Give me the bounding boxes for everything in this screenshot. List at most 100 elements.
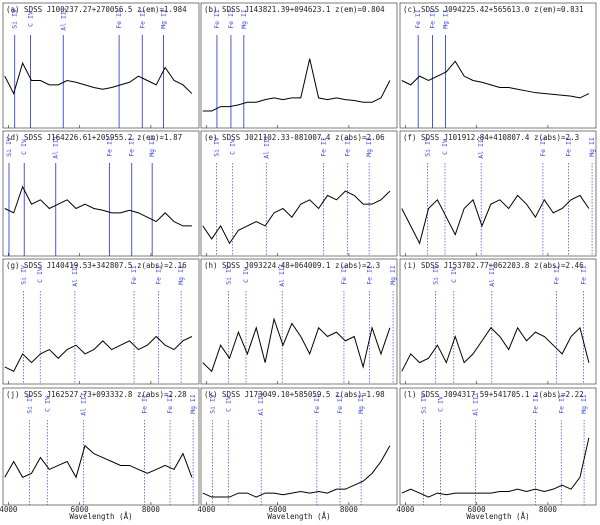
panel-title: (i) SDSS J153702.77+062203.8 z(abs)=2.46 [403, 261, 584, 270]
x-tick-label: 4000 [197, 505, 216, 514]
line-label: Mg II [442, 9, 450, 29]
x-axis-label: Wavelength (Å) [466, 512, 529, 521]
line-label: Fe II [213, 9, 221, 29]
line-label: Mg II [365, 137, 373, 157]
line-label: Si IV [11, 9, 19, 29]
x-tick-label: 8000 [539, 505, 558, 514]
line-label: Fe II [320, 137, 328, 157]
line-label: Mg II [240, 9, 248, 29]
line-label: Fe II [565, 137, 573, 157]
panel-frame [399, 2, 597, 129]
panel-title: (a) SDSS J100237.27+270056.5 z(em)=1.984 [6, 5, 187, 14]
line-label: C IV [27, 11, 35, 27]
spectrum [401, 326, 590, 372]
spectrum [202, 190, 391, 245]
line-label: Fe II [130, 265, 138, 285]
x-tick-label: 6000 [269, 505, 288, 514]
panel-title: (b) SDSS J143821.39+094623.1 z(em)=0.804 [204, 5, 385, 14]
line-label: Fe II [557, 394, 565, 414]
panel-frame [200, 2, 398, 129]
panel-title: (e) SDSS J021102.33-081007.4 z(abs)=2.06 [204, 133, 385, 142]
line-label: C IV [224, 396, 232, 412]
line-label: Al III [278, 263, 286, 287]
line-label: C IV [43, 396, 51, 412]
panel-title: (g) SDSS J140419.53+342807.5 z(abs)=2.16 [6, 261, 187, 270]
line-label: Mg II [177, 265, 185, 285]
line-label: Fe II [166, 394, 174, 414]
x-tick-label: 8000 [340, 505, 359, 514]
line-label: C IV [441, 139, 449, 155]
panel-title: (j) SDSS J162527.73+093332.8 z(abs)=2.28 [6, 390, 187, 399]
panel-title: (d) SDSS J164226.61+205955.2 z(em)=1.87 [6, 133, 182, 142]
line-label: Fe II [336, 394, 344, 414]
line-label: Si IV [431, 265, 439, 285]
line-label: Fe II [579, 265, 587, 285]
line-label: Al III [257, 392, 265, 416]
panel-title: (f) SDSS J101912.84+410807.4 z(abs)=2.3 [403, 133, 579, 142]
panel-frame [399, 130, 597, 257]
x-tick-label: 6000 [468, 505, 487, 514]
line-label: Mg II [389, 265, 397, 285]
line-label: Si IV [19, 265, 27, 285]
spectrum [4, 185, 192, 227]
line-label: Fe II [539, 137, 547, 157]
line-label: Mg II [160, 9, 168, 29]
panel-title: (h) SDSS J093224.48+064009.1 z(abs)=2.3 [204, 261, 380, 270]
panel-frame [399, 258, 597, 385]
x-axis-label: Wavelength (Å) [267, 512, 330, 521]
spectrum [401, 437, 590, 498]
panel-frame [200, 387, 398, 506]
line-label: Si IV [208, 394, 216, 414]
spectrum [202, 445, 391, 498]
x-tick-label: 6000 [71, 505, 90, 514]
spectrum [4, 444, 193, 479]
panel-title: (k) SDSS J173049.10+585059.5 z(abs)=1.98 [204, 390, 385, 399]
line-label: C IV [20, 139, 28, 155]
line-label: Al III [79, 392, 87, 416]
spectrum [202, 317, 391, 373]
x-tick-label: 8000 [142, 505, 161, 514]
spectrum [4, 61, 193, 95]
line-label: C IV [450, 267, 458, 283]
line-label: Fe II [313, 394, 321, 414]
line-label: Al III [488, 263, 496, 287]
panel-title: (l) SDSS J094317.59+541705.1 z(abs)=2.22 [403, 390, 584, 399]
line-label: Fe II [227, 9, 235, 29]
line-label: C IV [229, 139, 237, 155]
x-tick-label: 4000 [396, 505, 415, 514]
spectrum [202, 58, 391, 112]
panel-frame [2, 130, 200, 257]
line-label: Fe II [414, 9, 422, 29]
panel-title: (c) SDSS J094225.42+565613.0 z(em)=0.831 [403, 5, 584, 14]
panel-frame [399, 387, 597, 506]
panel-frame [2, 258, 200, 385]
panel-frame [200, 130, 398, 257]
line-label: C IV [242, 267, 250, 283]
line-label: Al III [471, 392, 479, 416]
line-label: Mg II [357, 394, 365, 414]
line-label: Fe II [105, 137, 113, 157]
line-label: Al III [477, 135, 485, 159]
line-label: Fe II [141, 394, 149, 414]
line-label: Fe II [115, 9, 123, 29]
line-label: Fe II [532, 394, 540, 414]
spectrum [401, 60, 590, 99]
line-label: Fe II [340, 265, 348, 285]
line-label: Fe II [366, 265, 374, 285]
line-label: C IV [437, 396, 445, 412]
line-label: C IV [36, 267, 44, 283]
panel-frame [2, 387, 200, 506]
line-label: Mg II [588, 137, 596, 157]
x-tick-label: 4000 [0, 505, 18, 514]
line-label: Mg II [580, 394, 588, 414]
line-label: Al III [262, 135, 270, 159]
line-label: Mg II [189, 394, 197, 414]
x-axis-label: Wavelength (Å) [69, 512, 132, 521]
line-label: Si IV [419, 394, 427, 414]
spectrum [4, 335, 193, 372]
line-label: Si IV [212, 137, 220, 157]
line-label: Si IV [25, 394, 33, 414]
line-label: Fe II [428, 9, 436, 29]
line-label: Si IV [5, 137, 13, 157]
